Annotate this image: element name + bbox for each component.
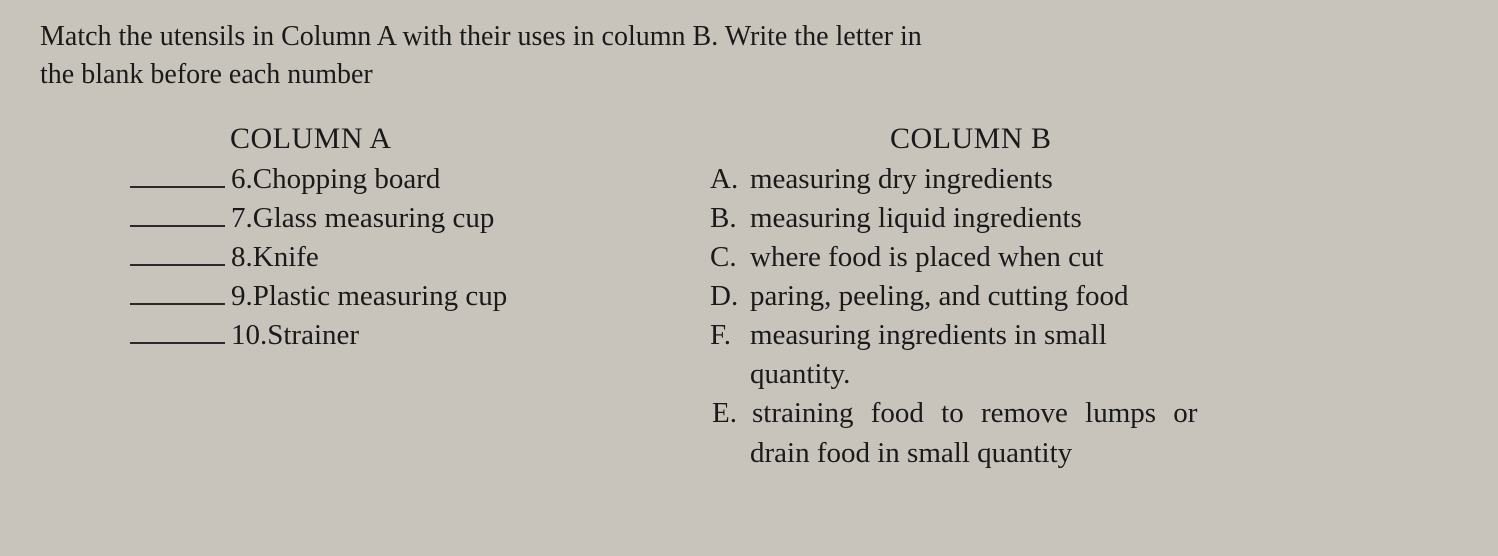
option-letter: B. <box>710 199 750 238</box>
item-number: 6. <box>231 160 253 199</box>
option-text: paring, peeling, and cutting food <box>750 277 1458 316</box>
answer-blank[interactable] <box>130 203 225 227</box>
col-b-item: F. measuring ingredients in small <box>710 316 1458 355</box>
column-b-header: COLUMN B <box>710 122 1458 156</box>
column-a: COLUMN A 6. Chopping board 7. Glass meas… <box>40 122 690 473</box>
col-a-item: 9. Plastic measuring cup <box>130 277 690 316</box>
worksheet-page: Match the utensils in Column A with thei… <box>0 0 1498 473</box>
item-label: Knife <box>253 238 319 277</box>
item-label: Strainer <box>267 316 359 355</box>
instructions-line1: Match the utensils in Column A with thei… <box>40 21 922 52</box>
item-label: Plastic measuring cup <box>253 277 508 316</box>
option-letter: F. <box>710 316 750 355</box>
option-text: straining food to remove lumps or <box>752 394 1458 433</box>
item-label: Glass measuring cup <box>253 199 495 238</box>
option-text: measuring dry ingredients <box>750 160 1458 199</box>
answer-blank[interactable] <box>130 281 225 305</box>
col-a-item: 7. Glass measuring cup <box>130 199 690 238</box>
column-b: COLUMN B A. measuring dry ingredients B.… <box>710 122 1458 473</box>
columns-container: COLUMN A 6. Chopping board 7. Glass meas… <box>40 122 1458 473</box>
answer-blank[interactable] <box>130 164 225 188</box>
option-text: measuring liquid ingredients <box>750 199 1458 238</box>
col-b-item: A. measuring dry ingredients <box>710 160 1458 199</box>
option-text: measuring ingredients in small <box>750 316 1458 355</box>
option-letter: A. <box>710 160 750 199</box>
col-a-item: 10. Strainer <box>130 316 690 355</box>
col-a-item: 8. Knife <box>130 238 690 277</box>
option-letter: C. <box>710 238 750 277</box>
answer-blank[interactable] <box>130 320 225 344</box>
option-letter: E. <box>710 394 752 433</box>
item-number: 9. <box>231 277 253 316</box>
item-number: 7. <box>231 199 253 238</box>
col-b-item: D. paring, peeling, and cutting food <box>710 277 1458 316</box>
instructions-line2: the blank before each number <box>40 59 373 90</box>
col-a-item: 6. Chopping board <box>130 160 690 199</box>
col-b-item: E. straining food to remove lumps or <box>710 394 1458 433</box>
column-a-header: COLUMN A <box>130 122 690 156</box>
answer-blank[interactable] <box>130 242 225 266</box>
item-label: Chopping board <box>253 160 441 199</box>
item-number: 8. <box>231 238 253 277</box>
item-number: 10. <box>231 316 267 355</box>
col-b-item: B. measuring liquid ingredients <box>710 199 1458 238</box>
option-letter: D. <box>710 277 750 316</box>
instructions: Match the utensils in Column A with thei… <box>40 18 1458 94</box>
col-b-item: C. where food is placed when cut <box>710 238 1458 277</box>
option-text: where food is placed when cut <box>750 238 1458 277</box>
option-continuation: drain food in small quantity <box>710 434 1458 473</box>
option-continuation: quantity. <box>710 355 1458 394</box>
